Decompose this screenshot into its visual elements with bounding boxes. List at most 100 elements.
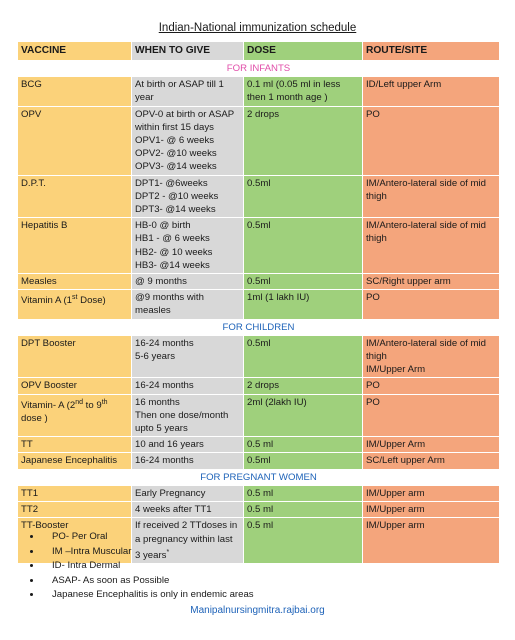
vaccine-cell: TT1: [17, 484, 132, 503]
table-row: OPV Booster 16-24 months 2 drops PO: [17, 377, 500, 395]
route-cell: SC/Left upper Arm: [362, 452, 500, 470]
dose-line: 0.5 ml: [247, 487, 274, 499]
route-cell: PO: [362, 377, 500, 395]
vaccine-cell: OPV: [17, 105, 132, 176]
route-cell: IM/Upper arm: [362, 517, 500, 565]
dose-cell: 0.5 ml: [243, 501, 363, 519]
route-cell: IM/Upper arm: [362, 484, 500, 503]
note-item: ASAP- As soon as Possible: [42, 574, 254, 589]
page-title: Indian-National immunization schedule: [158, 22, 357, 34]
vaccine-name-part: to 9: [83, 399, 102, 411]
children-rows-2: TT 10 and 16 years 0.5 ml IM/Upper Arm Japan…: [17, 436, 500, 470]
vaccine-cell: DPT Booster: [17, 334, 132, 379]
route-cell: PO: [362, 289, 500, 320]
dose-line: 2 drops: [247, 380, 279, 392]
when-cell: OPV-0 at birth or ASAP within first 15 d…: [131, 105, 244, 176]
section-row-pregnant: FOR PREGNANT WOMEN: [17, 468, 500, 486]
vaccine-cell: OPV Booster: [17, 377, 132, 395]
dose-cell: 2 drops: [243, 377, 363, 395]
header-route-site: ROUTE/SITE: [362, 41, 500, 61]
when-line: DPT1- @6weeks: [135, 177, 208, 189]
dose-cell: 0.5ml: [243, 452, 363, 470]
table-row: DPT Booster 16-24 months 5-6 years 0.5ml IM/…: [17, 334, 500, 379]
route-cell: ID/Left upper Arm: [362, 76, 500, 107]
vaccine-name-part: dose ): [21, 413, 48, 425]
header-dose: DOSE: [243, 41, 363, 61]
vaccine-cell: Japanese Encephalitis: [17, 452, 132, 470]
when-line: 4 weeks after TT1: [135, 504, 212, 516]
route-cell: IM/Upper arm: [362, 501, 500, 519]
footer-website: Manipalnursingmitra.rajbai.org: [190, 605, 325, 616]
route-line: IM/Upper arm: [366, 487, 425, 499]
dose-cell: 0.5ml: [243, 334, 363, 379]
dose-cell: 0.5 ml: [243, 484, 363, 503]
when-line: Early Pregnancy: [135, 487, 206, 499]
table-row: TT1 Early Pregnancy 0.5 ml IM/Upper arm: [17, 484, 500, 503]
when-line: HB1 - @ 6 weeks: [135, 233, 210, 245]
dose-cell: 0.5ml: [243, 217, 363, 275]
when-line: OPV1- @ 6 weeks: [135, 135, 215, 147]
table-row: TT2 4 weeks after TT1 0.5 ml IM/Upper arm: [17, 501, 500, 519]
vaccine-cell: Vitamin- A (2nd to 9th dose ): [17, 393, 132, 438]
dose-cell: 0.5 ml: [243, 436, 363, 454]
table-row: Measles @ 9 months 0.5ml SC/Right upper arm: [17, 273, 500, 291]
when-line: OPV-0 at birth or ASAP within first 15 d…: [135, 108, 235, 133]
section-title-pregnant: FOR PREGNANT WOMEN: [17, 468, 500, 486]
when-line: 16-24 months: [135, 380, 194, 392]
dose-cell: 2 drops: [243, 105, 363, 176]
vaccine-name-superscript: th: [101, 398, 108, 406]
route-line: SC/Right upper arm: [366, 276, 451, 288]
route-cell: IM/Antero-lateral side of mid thigh: [362, 217, 500, 275]
when-line: DPT2 - @10 weeks: [135, 190, 219, 202]
dose-line: 0.5ml: [247, 455, 271, 467]
when-cell: HB-0 @ birth HB1 - @ 6 weeks HB2- @ 10 wee…: [131, 217, 244, 275]
vaccine-name-superscript: nd: [75, 398, 84, 406]
vaccine-cell: Vitamin A (1st Dose): [17, 289, 132, 320]
vaccine-cell: Measles: [17, 273, 132, 291]
when-line: HB-0 @ birth: [135, 220, 191, 232]
table-row: Vitamin- A (2nd to 9th dose ) 16 months T…: [17, 393, 500, 438]
immunization-table: VACCINE WHEN TO GIVE DOSE ROUTE/SITE FOR…: [17, 41, 500, 565]
route-cell: IM/Upper Arm: [362, 436, 500, 454]
dose-line: 0.5ml: [247, 276, 271, 288]
pregnant-rows: TT1 Early Pregnancy 0.5 ml IM/Upper arm TT2 4…: [17, 484, 500, 519]
when-cell: 16-24 months: [131, 452, 244, 470]
when-cell: @9 months with measles: [131, 289, 244, 320]
route-line: SC/Left upper Arm: [366, 455, 445, 467]
table-row: D.P.T. DPT1- @6weeks DPT2 - @10 weeks DPT3-…: [17, 174, 500, 219]
dose-cell: 0.5ml: [243, 273, 363, 291]
when-cell: At birth or ASAP till 1 year: [131, 76, 244, 107]
when-cell: 16-24 months 5-6 years: [131, 334, 244, 379]
vaccine-name-part: Dose): [77, 295, 106, 307]
dose-line: 0.5 ml: [247, 439, 274, 451]
route-line: PO: [366, 108, 380, 120]
vaccine-cell: BCG: [17, 76, 132, 107]
dose-line: 0.5ml: [247, 177, 271, 189]
when-line: OPV2- @10 weeks: [135, 148, 217, 160]
when-line: 16-24 months: [135, 337, 194, 349]
vaccine-cell: D.P.T.: [17, 174, 132, 219]
when-cell: 4 weeks after TT1: [131, 501, 244, 519]
header-vaccine: VACCINE: [17, 41, 132, 61]
vaccine-name-part: Vitamin A (1: [21, 295, 73, 307]
when-line: DPT3- @14 weeks: [135, 204, 216, 216]
when-cell: DPT1- @6weeks DPT2 - @10 weeks DPT3- @14 w…: [131, 174, 244, 219]
when-line: OPV3- @14 weeks: [135, 161, 217, 173]
when-line: 16-24 months: [135, 455, 194, 467]
when-line: 16 months: [135, 396, 180, 408]
dose-line: 2 drops: [247, 108, 279, 120]
when-cell: 16-24 months: [131, 377, 244, 395]
vaccine-name-part: Vitamin- A (2: [21, 399, 76, 411]
when-line: 10 and 16 years: [135, 439, 204, 451]
children-rows: DPT Booster 16-24 months 5-6 years 0.5ml IM/…: [17, 334, 500, 395]
route-line: IM/Upper arm: [366, 504, 425, 516]
when-cell: @ 9 months: [131, 273, 244, 291]
table-row: OPV OPV-0 at birth or ASAP within first 1…: [17, 105, 500, 176]
table-row: Hepatitis B HB-0 @ birth HB1 - @ 6 weeks HB…: [17, 217, 500, 275]
note-item: IM –Intra Muscular: [42, 545, 254, 560]
note-item: PO- Per Oral: [42, 530, 254, 545]
section-row-infants: FOR INFANTS: [17, 59, 500, 78]
route-line: IM/Antero-lateral side of mid thigh: [366, 337, 486, 363]
route-cell: IM/Antero-lateral side of mid thigh: [362, 174, 500, 219]
when-cell: If received 2 TTdoses in a pregnancy wit…: [131, 517, 244, 565]
